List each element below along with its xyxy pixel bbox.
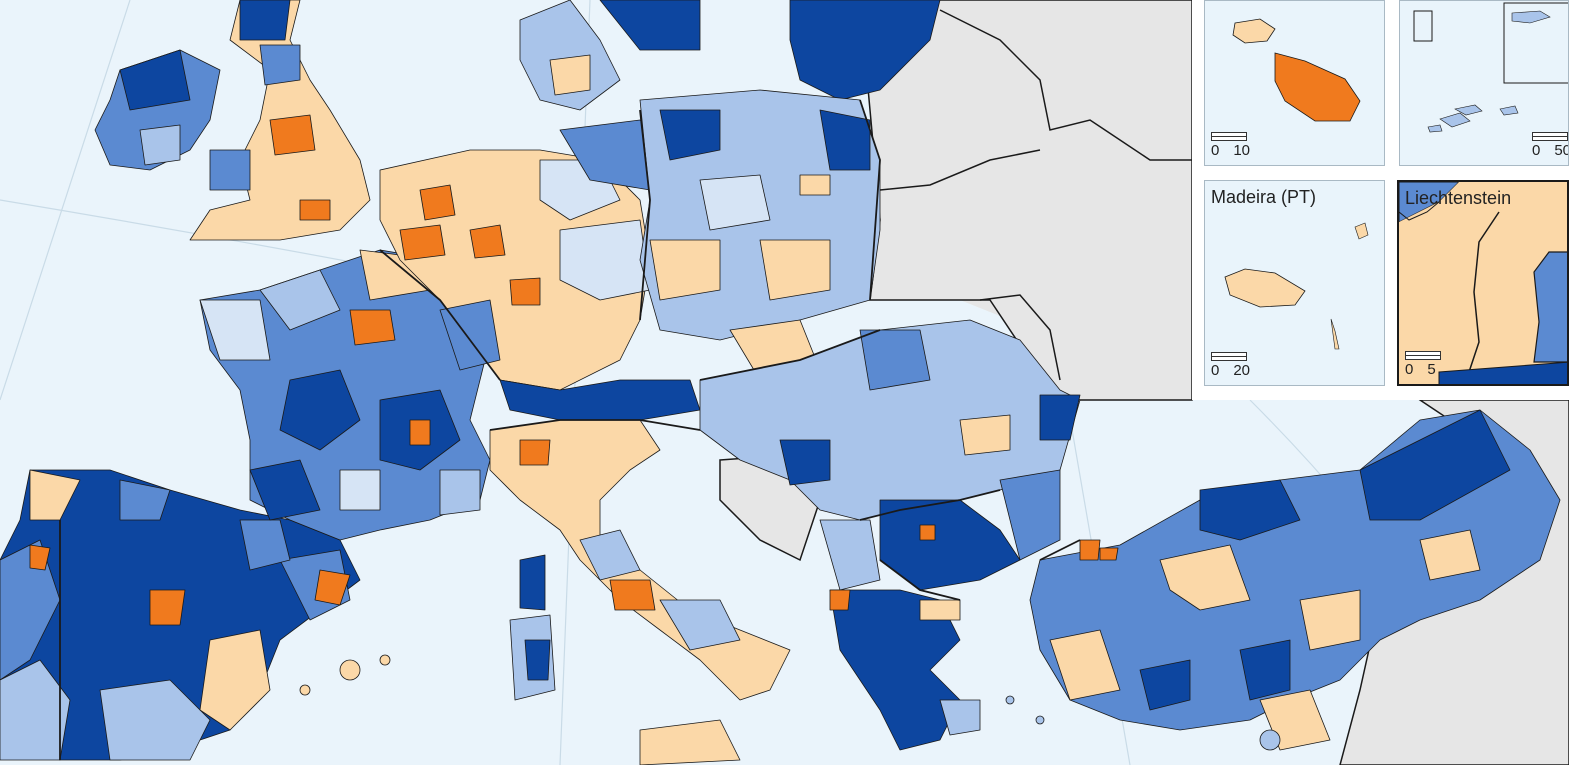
inset-title-liechtenstein: Liechtenstein bbox=[1405, 188, 1512, 208]
scale-max: 50 bbox=[1554, 142, 1568, 159]
scale-rect bbox=[1211, 352, 1247, 361]
small-islands bbox=[299, 654, 1281, 751]
scalebar-madeira: 0 20 bbox=[1211, 352, 1250, 379]
scale-min: 0 bbox=[1532, 142, 1541, 159]
scale-rect bbox=[1211, 132, 1247, 141]
scale-min: 0 bbox=[1211, 362, 1220, 379]
scale-rect bbox=[1532, 132, 1568, 141]
inset-panel: 010 050 Madeira (PT) 020 bbox=[1192, 0, 1569, 400]
liechtenstein-regions bbox=[1399, 182, 1567, 384]
madeira-islands bbox=[1224, 222, 1369, 350]
malta-islands bbox=[1232, 18, 1361, 122]
inset-madeira: Madeira (PT) 0 20 bbox=[1204, 180, 1385, 386]
inset-title-madeira: Madeira (PT) bbox=[1211, 187, 1317, 207]
scale-max: 10 bbox=[1233, 142, 1251, 159]
scale-max: 20 bbox=[1233, 362, 1251, 379]
scalebar-azores: 0 50 bbox=[1532, 132, 1568, 159]
scale-min: 0 bbox=[1405, 361, 1414, 378]
azores-islands bbox=[1413, 2, 1568, 133]
non-eu-border-lines bbox=[879, 9, 1192, 381]
inset-azores: 0 50 bbox=[1399, 0, 1569, 166]
scale-rect bbox=[1405, 351, 1441, 360]
inset-malta: 0 10 bbox=[1204, 0, 1385, 166]
national-borders bbox=[59, 99, 1081, 760]
scale-min: 0 bbox=[1211, 142, 1220, 159]
scale-max: 5 bbox=[1427, 361, 1436, 378]
scalebar-malta: 0 10 bbox=[1211, 132, 1250, 159]
